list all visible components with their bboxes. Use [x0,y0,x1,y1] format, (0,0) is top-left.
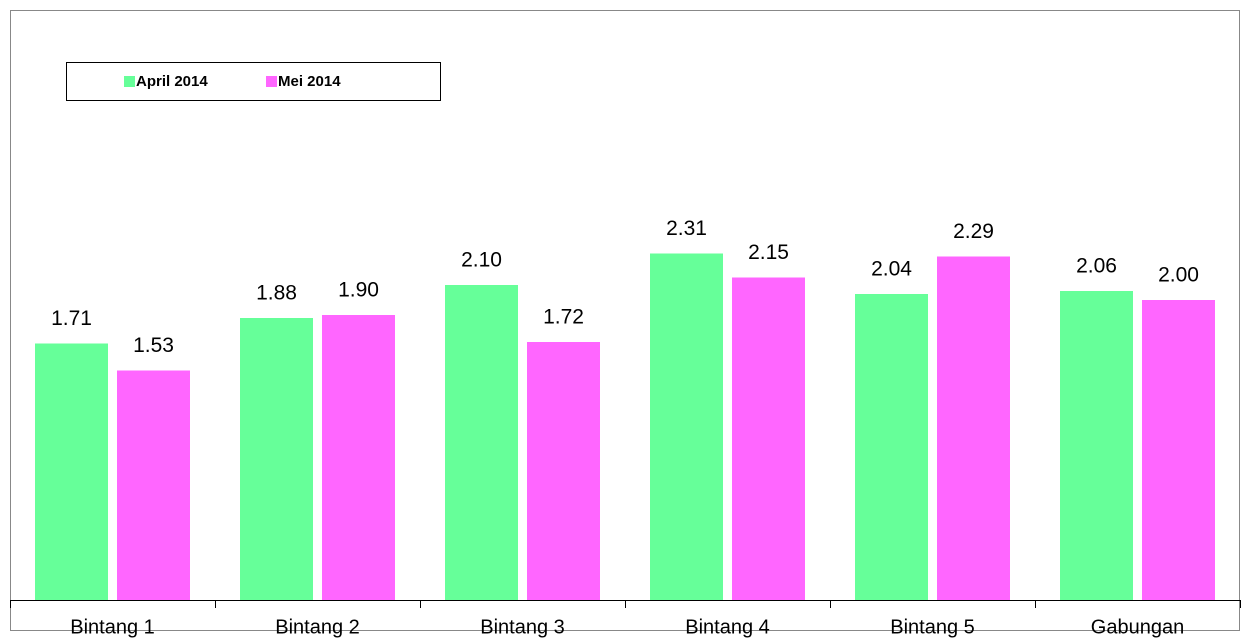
data-label: 1.88 [256,282,297,305]
bar [855,294,928,600]
legend-box [66,62,441,101]
x-tick-label: Bintang 3 [480,616,565,638]
x-tick-label: Bintang 2 [275,616,360,638]
data-label: 2.29 [953,220,994,243]
x-tick-label: Bintang 5 [890,616,975,638]
legend-label: April 2014 [136,73,208,90]
bar [527,342,600,600]
data-label: 1.72 [543,306,584,329]
data-label: 2.06 [1076,255,1117,278]
legend-label: Mei 2014 [278,73,341,90]
data-label: 2.15 [748,241,789,264]
data-label: 1.53 [133,334,174,357]
bar [732,277,805,600]
data-label: 2.31 [666,217,707,240]
x-tick-label: Bintang 1 [70,616,155,638]
data-label: 1.71 [51,307,92,330]
chart-frame [10,10,1240,631]
bar [937,256,1010,600]
legend-swatch [124,76,135,87]
x-tick-label: Gabungan [1091,616,1184,638]
data-label: 2.00 [1158,264,1199,287]
bar [240,318,313,600]
bar [650,253,723,600]
bar [445,285,518,600]
data-label: 2.04 [871,258,912,281]
x-tick-label: Bintang 4 [685,616,770,638]
bar [117,370,190,600]
data-label: 1.90 [338,279,379,302]
bar [35,343,108,600]
legend-swatch [266,76,277,87]
bar [1142,300,1215,600]
data-label: 2.10 [461,249,502,272]
bar [1060,291,1133,600]
bar [322,315,395,600]
